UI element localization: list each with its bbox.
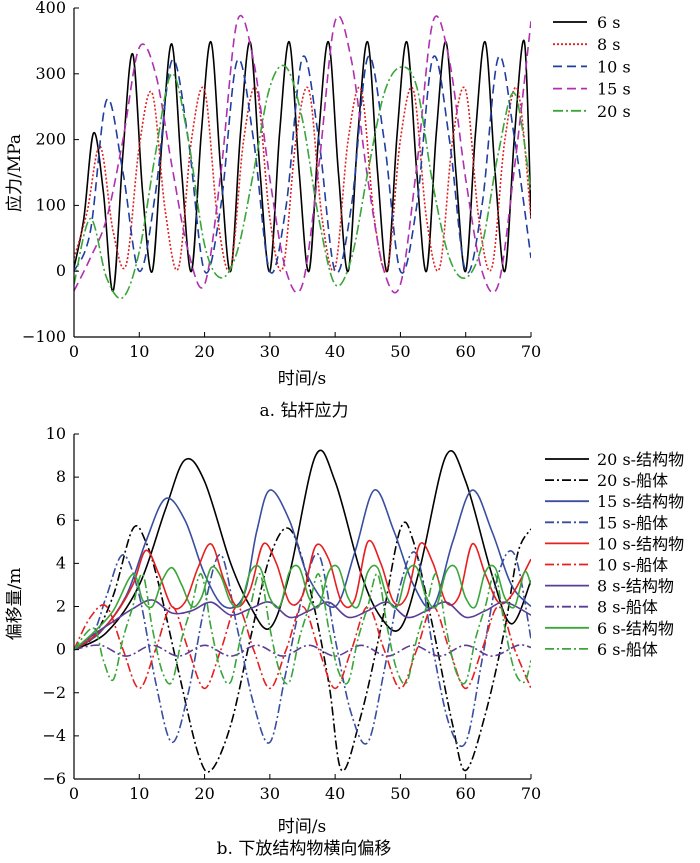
chart-b-axes: 0 10 20 30 40 50 60 70 −6 −4 −2 0 2 4 6 8 10 — [42, 424, 541, 803]
series-line-5 — [74, 64, 531, 300]
chart-a-ylabel: 应力/MPa — [5, 134, 25, 212]
x-tick-label: 60 — [456, 784, 476, 803]
y-tick-label: 2 — [56, 597, 66, 616]
chart-a-caption: a. 钻杆应力 — [260, 401, 349, 421]
chart-b-ylabel: 偏移量/m — [5, 568, 25, 641]
series-line-10 — [74, 573, 531, 685]
y-tick-label: 0 — [56, 261, 66, 280]
series-line-3 — [74, 55, 531, 274]
y-tick-label: 10 — [46, 424, 66, 443]
legend-label: 20 s — [597, 102, 631, 121]
x-tick-label: 40 — [325, 342, 345, 361]
legend-label: 6 s-结构物 — [597, 619, 674, 638]
chart-a-legend: 6 s 8 s 10 s 15 s 20 s — [553, 13, 631, 121]
x-tick-label: 70 — [521, 342, 541, 361]
legend-label: 8 s — [597, 35, 620, 54]
y-tick-label: −2 — [42, 683, 66, 702]
y-tick-label: −4 — [42, 726, 66, 745]
series-line-3 — [74, 489, 531, 651]
series-line-8 — [74, 644, 531, 657]
x-tick-label: 10 — [129, 342, 149, 361]
legend-label: 10 s-船体 — [597, 556, 668, 575]
x-tick-label: 30 — [260, 342, 280, 361]
series-line-7 — [74, 599, 531, 651]
x-tick-label: 50 — [390, 784, 410, 803]
y-tick-label: 6 — [56, 510, 66, 529]
y-tick-label: 4 — [56, 553, 66, 572]
y-tick-label: −6 — [42, 769, 66, 788]
legend-label: 15 s — [597, 80, 631, 99]
y-tick-label: 100 — [35, 195, 66, 214]
y-tick-label: 200 — [35, 130, 66, 149]
x-tick-label: 0 — [69, 784, 79, 803]
series-line-6 — [74, 604, 531, 690]
series-line-1 — [74, 39, 531, 292]
series-line-4 — [74, 549, 531, 748]
series-line-2 — [74, 521, 531, 773]
y-tick-label: 300 — [35, 64, 66, 83]
chart-a-xlabel: 时间/s — [278, 369, 326, 389]
x-tick-label: 30 — [260, 784, 280, 803]
series-line-4 — [74, 14, 531, 294]
series-line-5 — [74, 539, 531, 651]
legend-label: 6 s-船体 — [597, 640, 658, 659]
chart-b-legend: 20 s-结构物 20 s-船体 15 s-结构物 15 s-船体 10 s-结构物 10… — [545, 450, 684, 659]
x-tick-label: 40 — [325, 784, 345, 803]
legend-label: 15 s-船体 — [597, 513, 668, 532]
y-tick-label: 400 — [35, 0, 66, 17]
x-tick-label: 20 — [194, 784, 214, 803]
x-tick-label: 50 — [390, 342, 410, 361]
legend-label: 10 s-结构物 — [597, 534, 684, 553]
chart-b-xlabel: 时间/s — [278, 817, 326, 837]
y-tick-label: 0 — [56, 640, 66, 659]
x-tick-label: 70 — [521, 784, 541, 803]
x-tick-label: 20 — [194, 342, 214, 361]
chart-a-series — [74, 14, 531, 300]
series-line-1 — [74, 449, 531, 651]
legend-label: 15 s-结构物 — [597, 492, 684, 511]
legend-label: 20 s-船体 — [597, 471, 668, 490]
chart-b-series — [74, 449, 531, 773]
legend-label: 8 s-船体 — [597, 598, 658, 617]
chart-b-caption: b. 下放结构物横向偏移 — [217, 839, 392, 859]
legend-label: 8 s-结构物 — [597, 577, 674, 596]
y-tick-label: 8 — [56, 467, 66, 486]
legend-label: 6 s — [597, 13, 620, 32]
x-tick-label: 0 — [69, 342, 79, 361]
series-line-9 — [74, 564, 531, 651]
x-tick-label: 60 — [456, 342, 476, 361]
legend-label: 10 s — [597, 57, 631, 76]
x-tick-label: 10 — [129, 784, 149, 803]
series-line-2 — [74, 86, 531, 272]
y-tick-label: −100 — [22, 327, 66, 346]
legend-label: 20 s-结构物 — [597, 450, 684, 469]
